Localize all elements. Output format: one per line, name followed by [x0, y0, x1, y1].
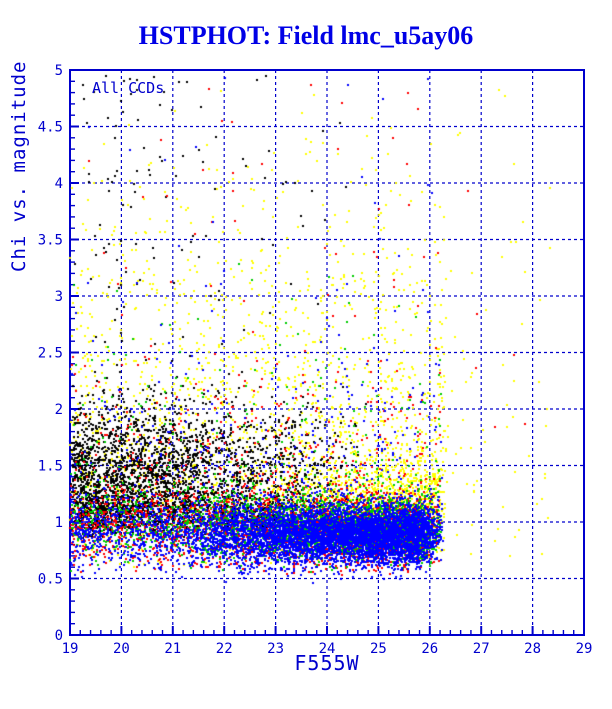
annotation-all-ccds: All CCDs: [92, 79, 165, 97]
y-axis-label: Chi vs. magnitude: [8, 60, 30, 272]
x-axis-label: F555W: [294, 651, 360, 675]
